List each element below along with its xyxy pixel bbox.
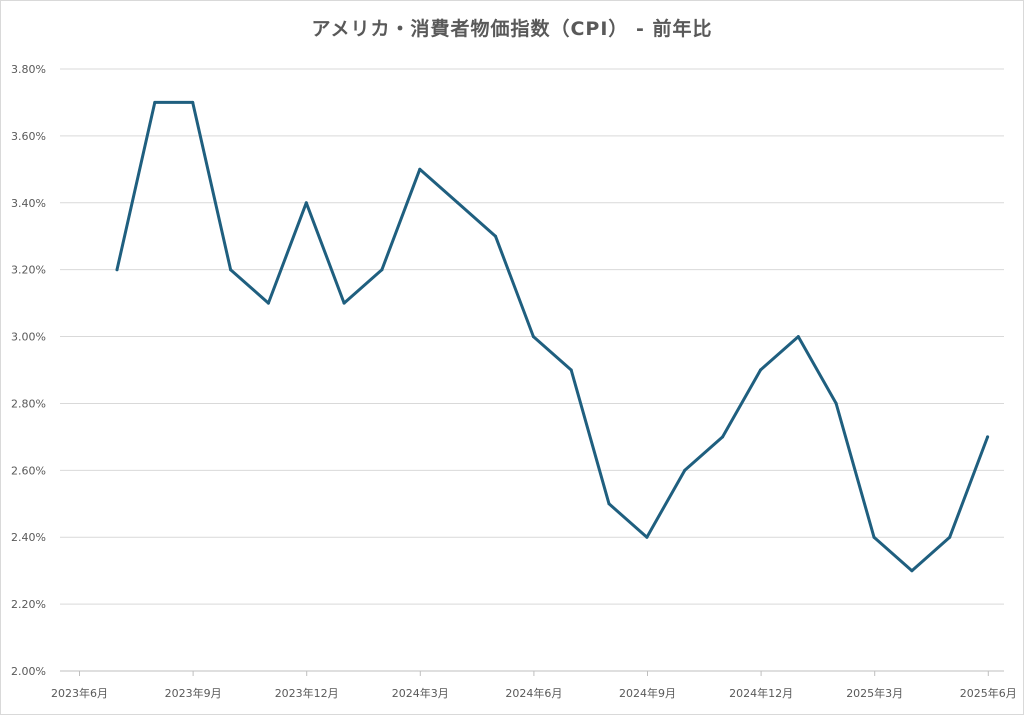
data-point	[229, 268, 233, 272]
x-tick-label: 2023年12月	[275, 686, 339, 700]
x-tick-label: 2024年3月	[392, 686, 449, 700]
y-tick-label: 3.00%	[11, 331, 46, 344]
data-point	[834, 401, 838, 405]
data-point	[872, 535, 876, 539]
data-point	[910, 569, 914, 573]
data-point	[645, 535, 649, 539]
data-point	[721, 435, 725, 439]
data-point	[569, 368, 573, 372]
data-point	[759, 368, 762, 372]
y-tick-label: 2.00%	[11, 665, 46, 678]
x-tick-label: 2025年6月	[960, 686, 1017, 700]
series-layer	[115, 100, 990, 573]
y-tick-label: 3.40%	[11, 197, 46, 210]
x-tick-label: 2025年3月	[846, 686, 903, 700]
x-tick-label: 2024年9月	[619, 686, 676, 700]
data-point	[494, 234, 497, 238]
y-axis-tick-labels: 2.00% 2.20% 2.40% 2.60% 2.80% 3.00% 3.20% 3.40%…	[11, 63, 46, 678]
data-point	[531, 335, 535, 339]
chart-title: アメリカ・消費者物価指数（CPI） - 前年比	[311, 18, 713, 40]
data-point	[456, 201, 460, 205]
x-axis	[79, 671, 989, 676]
data-point	[380, 268, 384, 272]
y-tick-label: 3.80%	[11, 63, 46, 76]
y-tick-label: 2.40%	[11, 531, 46, 544]
data-point	[266, 301, 270, 305]
x-tick-label: 2024年12月	[729, 686, 793, 700]
series-line	[115, 100, 990, 573]
x-axis-tick-labels: 2023年6月 2023年9月 2023年12月 2024年3月 2024年6月 2024…	[51, 686, 1017, 700]
data-point	[115, 268, 119, 272]
y-tick-label: 2.60%	[11, 464, 46, 477]
data-point	[796, 335, 800, 339]
data-point	[304, 201, 308, 205]
y-tick-label: 2.80%	[11, 397, 46, 410]
y-tick-label: 3.20%	[11, 264, 46, 277]
data-point	[191, 100, 195, 104]
y-tick-label: 2.20%	[11, 598, 46, 611]
data-point	[153, 100, 157, 104]
x-tick-label: 2023年9月	[165, 686, 222, 700]
x-tick-label: 2023年6月	[51, 686, 108, 700]
data-point	[948, 535, 952, 539]
gridlines	[60, 68, 1004, 672]
y-tick-label: 3.60%	[11, 130, 46, 143]
series-0	[115, 100, 990, 573]
data-point	[418, 167, 422, 171]
data-point	[607, 502, 611, 506]
data-point	[986, 435, 990, 439]
data-point	[683, 468, 687, 472]
data-point	[342, 301, 346, 305]
x-tick-label: 2024年6月	[505, 686, 562, 700]
